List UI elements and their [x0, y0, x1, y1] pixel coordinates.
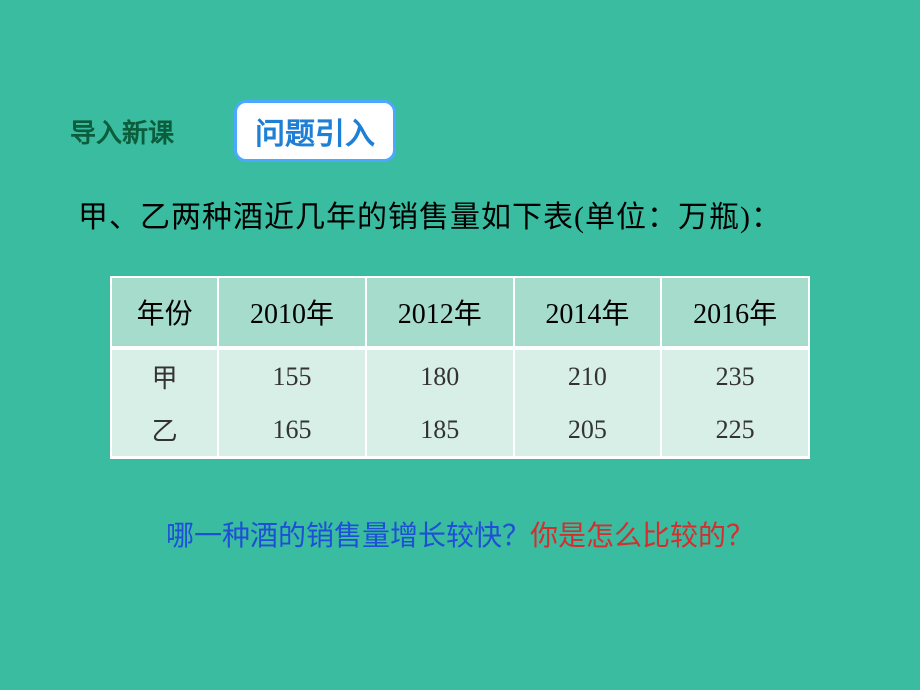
- cell: 165: [218, 403, 366, 458]
- table-header-row: 年份 2010年 2012年 2014年 2016年: [111, 277, 809, 348]
- col-header: 2012年: [366, 277, 514, 348]
- col-header: 2014年: [514, 277, 662, 348]
- question-part2: 你是怎么比较的？: [530, 521, 754, 552]
- cell: 185: [366, 403, 514, 458]
- cell: 155: [218, 348, 366, 403]
- slide: 导入新课 问题引入 甲、乙两种酒近几年的销售量如下表(单位：万瓶)： 年份 20…: [0, 0, 920, 554]
- col-header: 年份: [111, 277, 218, 348]
- section-label: 导入新课: [70, 113, 174, 150]
- intro-text: 甲、乙两种酒近几年的销售量如下表(单位：万瓶)：: [78, 192, 850, 236]
- header-row: 导入新课 问题引入: [70, 100, 850, 162]
- table-row: 甲 155 180 210 235: [111, 348, 809, 403]
- data-table: 年份 2010年 2012年 2014年 2016年 甲 155 180 210…: [110, 276, 810, 459]
- topic-badge: 问题引入: [234, 100, 396, 162]
- row-label: 甲: [111, 348, 218, 403]
- cell: 180: [366, 348, 514, 403]
- table-row: 乙 165 185 205 225: [111, 403, 809, 458]
- cell: 210: [514, 348, 662, 403]
- cell: 205: [514, 403, 662, 458]
- question-part1: 哪一种酒的销售量增长较快？: [166, 521, 530, 552]
- question-text: 哪一种酒的销售量增长较快？你是怎么比较的？: [70, 514, 850, 554]
- col-header: 2016年: [661, 277, 809, 348]
- cell: 225: [661, 403, 809, 458]
- row-label: 乙: [111, 403, 218, 458]
- cell: 235: [661, 348, 809, 403]
- col-header: 2010年: [218, 277, 366, 348]
